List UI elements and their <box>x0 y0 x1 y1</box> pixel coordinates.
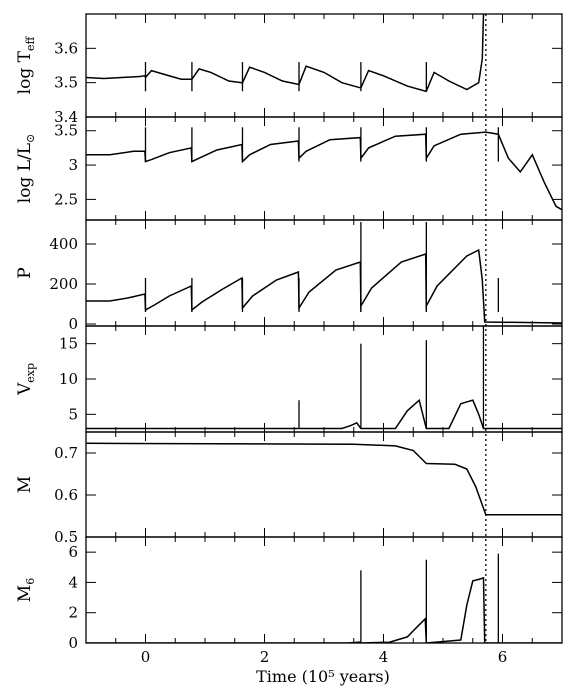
series-line-mass <box>86 442 562 516</box>
y-tick-label: 200 <box>49 275 78 293</box>
y-tick-label: 10 <box>59 370 78 388</box>
y-axis-label-subscript: 6 <box>24 578 37 585</box>
y-tick-label: 3.5 <box>54 122 78 140</box>
y-tick-label: 0.6 <box>54 486 78 504</box>
y-tick-label: 3.6 <box>54 39 78 57</box>
y-tick-label: 4 <box>68 573 78 591</box>
x-tick-label: 0 <box>141 648 151 666</box>
y-axis-label-mass: M <box>15 476 35 493</box>
panel-lum: 2.5 3 3.5 log L/L⊙ <box>15 116 563 221</box>
panel-teff: 3.4 3.5 3.6 log Teff <box>15 13 563 126</box>
panel-vexp: 5 10 15 Vexp <box>15 325 563 433</box>
series-line-vexp <box>86 398 562 430</box>
y-axis-label-subscript: exp <box>24 363 37 383</box>
y-tick-label: 0.5 <box>54 528 78 546</box>
y-axis-label-subscript: ⊙ <box>24 134 37 143</box>
y-tick-label: 3.4 <box>54 108 78 126</box>
panel-frame <box>85 325 563 433</box>
panel-period: 0 200 400 P <box>15 219 563 333</box>
y-axis-label-lum: log L/L⊙ <box>15 134 37 203</box>
y-tick-label: 5 <box>68 405 78 423</box>
panel-mass: 0.5 0.6 0.7 M <box>15 431 563 546</box>
y-axis-label-period: P <box>15 267 35 278</box>
y-axis-label-teff: log Teff <box>15 36 37 95</box>
y-tick-label: 15 <box>59 335 78 353</box>
series-line-lum <box>86 131 562 211</box>
y-tick-label: 0 <box>68 315 78 333</box>
panel-frame <box>85 13 563 118</box>
y-tick-label: 2 <box>68 604 78 622</box>
x-tick-label: 6 <box>498 648 508 666</box>
panel-frame <box>85 219 563 327</box>
y-tick-label: 6 <box>68 543 78 561</box>
x-tick-label: 2 <box>260 648 270 666</box>
y-axis-label-mdot: M6 <box>15 578 37 602</box>
panel-frame <box>85 431 563 538</box>
x-axis-label: Time (10⁵ years) <box>256 667 390 686</box>
y-tick-label: 0.7 <box>54 444 78 462</box>
x-tick-label: 4 <box>379 648 389 666</box>
y-tick-label: 2.5 <box>54 190 78 208</box>
series-line-period <box>86 248 562 324</box>
y-tick-label: 400 <box>49 235 78 253</box>
y-axis-label-vexp: Vexp <box>15 363 37 396</box>
y-tick-label: 3.5 <box>54 74 78 92</box>
y-axis-label-subscript: eff <box>24 36 37 52</box>
x-tick-labels: 0 2 4 6 <box>141 648 508 666</box>
y-tick-label: 0 <box>68 634 78 652</box>
y-tick-label: 3 <box>68 156 78 174</box>
series-line-mdot <box>86 576 562 643</box>
panel-frame <box>85 536 563 644</box>
